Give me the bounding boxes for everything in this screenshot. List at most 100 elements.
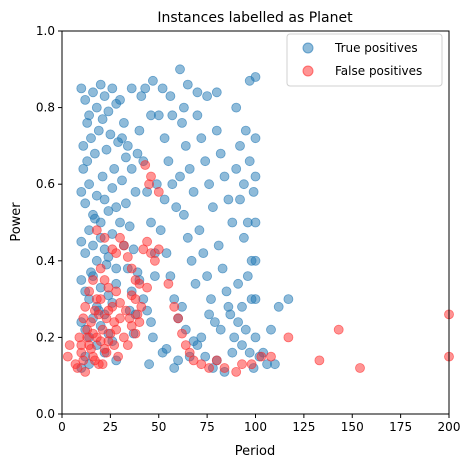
data-point bbox=[213, 240, 224, 251]
axes-layer: 0 25 50 75 100 125 150 175 200 0.0 0.2 0.4 0.6 0.8 1.0 bbox=[36, 24, 461, 434]
data-point bbox=[115, 232, 125, 243]
data-point bbox=[136, 301, 147, 312]
x-tick-label: 0 bbox=[58, 420, 66, 434]
data-point bbox=[202, 271, 213, 282]
data-point bbox=[76, 275, 87, 285]
data-point bbox=[107, 229, 118, 239]
data-point bbox=[250, 332, 261, 343]
x-tick-label: 200 bbox=[438, 420, 461, 434]
data-point bbox=[78, 140, 89, 151]
data-point bbox=[82, 118, 93, 128]
data-point bbox=[196, 359, 207, 370]
data-point bbox=[169, 363, 180, 373]
data-point bbox=[215, 148, 226, 159]
x-tick-label: 125 bbox=[292, 420, 315, 434]
data-point bbox=[173, 355, 184, 366]
data-point bbox=[109, 163, 120, 174]
data-point bbox=[122, 252, 133, 262]
data-point bbox=[221, 286, 232, 297]
data-point bbox=[250, 255, 261, 266]
data-point bbox=[242, 271, 253, 282]
data-point bbox=[231, 163, 242, 174]
data-point bbox=[153, 244, 164, 255]
data-point bbox=[101, 347, 112, 358]
data-point bbox=[244, 347, 255, 358]
data-point bbox=[126, 163, 137, 174]
data-point bbox=[235, 194, 245, 205]
data-point bbox=[227, 347, 238, 358]
data-point bbox=[184, 163, 195, 174]
data-point bbox=[134, 125, 145, 136]
data-point bbox=[95, 79, 106, 90]
data-point bbox=[142, 282, 153, 293]
data-point bbox=[88, 240, 98, 251]
data-point bbox=[121, 152, 131, 163]
data-point bbox=[182, 79, 193, 90]
data-point bbox=[314, 355, 325, 366]
data-point bbox=[269, 359, 280, 370]
x-tick-label: 75 bbox=[199, 420, 214, 434]
data-point bbox=[136, 91, 147, 101]
data-point bbox=[91, 255, 102, 266]
data-point bbox=[97, 324, 108, 335]
data-point bbox=[115, 297, 125, 308]
y-tick-label: 0.2 bbox=[36, 330, 55, 344]
y-tick-label: 0.4 bbox=[36, 254, 55, 268]
data-point bbox=[146, 317, 156, 328]
data-point bbox=[231, 366, 242, 377]
data-point bbox=[194, 225, 205, 236]
data-point bbox=[122, 140, 133, 151]
data-point bbox=[238, 232, 249, 243]
data-point bbox=[140, 160, 151, 170]
data-point bbox=[182, 232, 193, 243]
data-point bbox=[90, 355, 100, 366]
data-point bbox=[186, 255, 197, 266]
data-point bbox=[200, 156, 211, 167]
x-tick-label: 100 bbox=[244, 420, 267, 434]
data-point bbox=[124, 221, 135, 232]
data-point bbox=[78, 313, 89, 324]
data-point bbox=[246, 359, 257, 370]
data-point bbox=[111, 248, 122, 259]
y-tick-label: 0.0 bbox=[36, 407, 55, 421]
data-point bbox=[198, 248, 209, 259]
y-tick-label: 0.8 bbox=[36, 101, 55, 115]
data-point bbox=[196, 133, 207, 144]
data-point bbox=[244, 156, 255, 167]
x-tick-label: 50 bbox=[151, 420, 166, 434]
data-point bbox=[217, 263, 228, 274]
data-point bbox=[119, 332, 129, 343]
data-point bbox=[184, 347, 195, 358]
data-point bbox=[132, 148, 143, 159]
data-point bbox=[211, 355, 222, 366]
data-point bbox=[142, 236, 153, 247]
data-point bbox=[159, 194, 170, 205]
data-point bbox=[178, 209, 189, 220]
data-point bbox=[333, 324, 344, 335]
data-point bbox=[227, 217, 238, 228]
data-point bbox=[223, 301, 234, 312]
data-point bbox=[62, 351, 73, 362]
data-point bbox=[113, 351, 123, 362]
data-point bbox=[80, 301, 91, 312]
chart-title: Instances labelled as Planet bbox=[157, 10, 353, 26]
data-point bbox=[130, 186, 141, 197]
data-point bbox=[155, 225, 166, 236]
data-point bbox=[130, 294, 141, 305]
data-point bbox=[111, 202, 122, 213]
data-point bbox=[99, 91, 110, 101]
data-point bbox=[103, 206, 114, 216]
y-tick-label: 0.6 bbox=[36, 177, 55, 191]
data-point bbox=[237, 301, 247, 312]
data-point bbox=[273, 301, 284, 312]
data-point bbox=[190, 278, 201, 289]
legend-marker-false-positives bbox=[302, 65, 314, 77]
data-point bbox=[211, 87, 222, 98]
data-point bbox=[177, 118, 187, 128]
data-point bbox=[80, 198, 91, 209]
series-1 bbox=[62, 160, 454, 377]
data-point bbox=[86, 343, 96, 354]
data-point bbox=[107, 83, 118, 94]
data-point bbox=[231, 102, 242, 113]
data-point bbox=[165, 91, 176, 101]
